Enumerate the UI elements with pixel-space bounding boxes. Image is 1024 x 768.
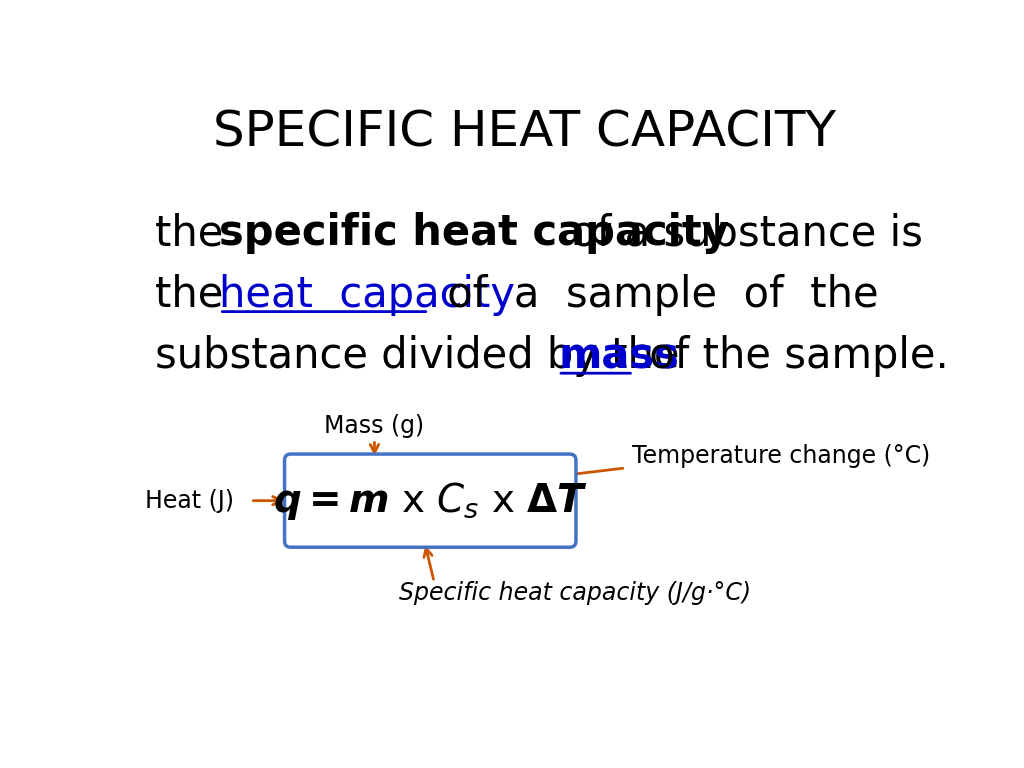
- Text: the: the: [155, 212, 237, 254]
- Text: Specific heat capacity (J/g·°C): Specific heat capacity (J/g·°C): [399, 581, 752, 604]
- Text: Temperature change (°C): Temperature change (°C): [632, 445, 930, 468]
- FancyBboxPatch shape: [285, 454, 575, 548]
- Text: heat  capacity: heat capacity: [219, 273, 515, 316]
- Text: of  a  sample  of  the: of a sample of the: [434, 273, 879, 316]
- Text: of the sample.: of the sample.: [636, 336, 948, 377]
- Text: Mass (g): Mass (g): [325, 414, 425, 438]
- Text: SPECIFIC HEAT CAPACITY: SPECIFIC HEAT CAPACITY: [213, 109, 837, 157]
- Text: Heat (J): Heat (J): [145, 488, 234, 513]
- Text: mass: mass: [558, 336, 679, 377]
- Text: of a substance is: of a substance is: [558, 212, 923, 254]
- Text: the: the: [155, 273, 237, 316]
- Text: substance divided by the: substance divided by the: [155, 336, 693, 377]
- Text: specific heat capacity: specific heat capacity: [219, 212, 729, 254]
- Text: $\boldsymbol{q = m}$ $\mathregular{x}$ $\boldsymbol{C_s}$ $\mathregular{x}$ $\bo: $\boldsymbol{q = m}$ $\mathregular{x}$ $…: [272, 480, 588, 521]
